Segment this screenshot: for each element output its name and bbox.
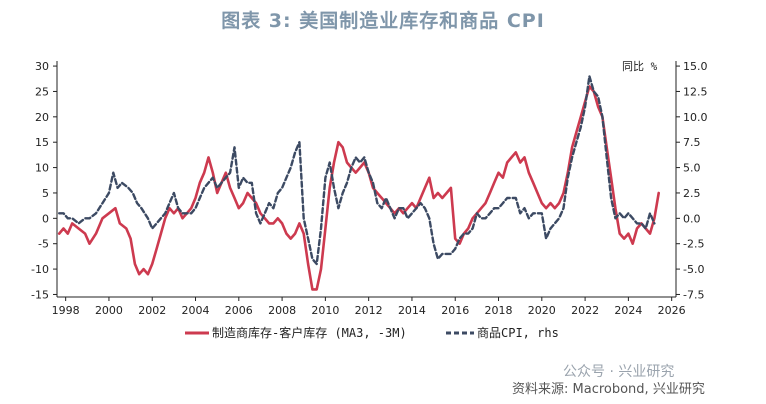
- right-tick-label: 10.0: [683, 111, 708, 124]
- left-tick-label: -10: [31, 263, 49, 276]
- chart-title: 图表 3: 美国制造业库存和商品 CPI: [221, 10, 545, 32]
- legend: 制造商库存-客户库存 (MA3, -3M) 商品CPI, rhs: [185, 325, 559, 340]
- x-tick-label: 2024: [614, 304, 642, 317]
- right-tick-label: 12.5: [683, 85, 708, 98]
- right-tick-label: 0.0: [683, 212, 701, 225]
- x-axis-ticks: 1998 2000 2002 2004 2006 2008 2010 2012 2014 2016…: [52, 297, 686, 317]
- series-lines: [57, 75, 660, 291]
- right-tick-label: 2.5: [683, 187, 701, 200]
- x-tick-label: 2020: [528, 304, 556, 317]
- right-tick-label: -2.5: [683, 238, 704, 251]
- left-tick-label: 5: [42, 187, 49, 200]
- right-tick-label: -7.5: [683, 288, 704, 301]
- left-tick-label: 30: [35, 60, 49, 73]
- x-tick-label: 2002: [138, 304, 166, 317]
- x-tick-label: 2006: [225, 304, 253, 317]
- left-tick-label: -5: [38, 238, 49, 251]
- series-line-goods-cpi: [58, 75, 656, 266]
- x-tick-label: 2022: [571, 304, 599, 317]
- x-tick-label: 2018: [485, 304, 513, 317]
- source-note: 资料来源: Macrobond, 兴业研究: [512, 382, 705, 397]
- left-tick-label: 0: [42, 212, 49, 225]
- right-tick-label: 7.5: [683, 136, 701, 149]
- series-line-inventory: [57, 85, 660, 291]
- x-tick-label: 2010: [311, 304, 339, 317]
- x-tick-label: 2008: [268, 304, 296, 317]
- legend-label-series1: 制造商库存-客户库存 (MA3, -3M): [212, 325, 407, 340]
- right-tick-label: 5.0: [683, 162, 701, 175]
- x-tick-label: 2014: [398, 304, 426, 317]
- x-tick-label: 2004: [182, 304, 210, 317]
- x-tick-label: 1998: [52, 304, 80, 317]
- x-tick-label: 2016: [441, 304, 469, 317]
- left-tick-label: -15: [31, 288, 49, 301]
- x-tick-label: 2000: [95, 304, 123, 317]
- right-tick-label: 15.0: [683, 60, 708, 73]
- axes: [56, 61, 677, 298]
- legend-label-series2: 商品CPI, rhs: [477, 325, 559, 340]
- right-axis-unit-label: 同比 %: [622, 60, 658, 73]
- right-tick-label: -5.0: [683, 263, 704, 276]
- x-tick-label: 2026: [658, 304, 686, 317]
- right-axis-ticks: 15.0 12.5 10.0 7.5 5.0 2.5 0.0 -2.5 -5.0 -7.5: [676, 60, 708, 301]
- left-tick-label: 25: [35, 85, 49, 98]
- left-axis-ticks: 30 25 20 15 10 5 0 -5 -10 -15: [31, 60, 57, 301]
- x-tick-label: 2012: [355, 304, 383, 317]
- left-tick-label: 10: [35, 162, 49, 175]
- watermark: 公众号 · 兴业研究: [563, 364, 675, 380]
- left-tick-label: 20: [35, 111, 49, 124]
- left-tick-label: 15: [35, 136, 49, 149]
